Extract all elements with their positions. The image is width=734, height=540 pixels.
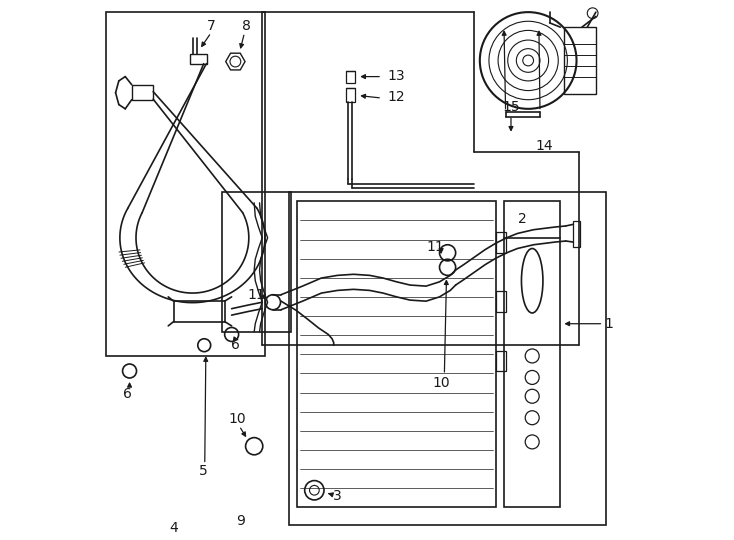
Bar: [573, 220, 580, 247]
Text: 9: 9: [236, 515, 245, 529]
Bar: [222, 192, 291, 332]
Text: 4: 4: [170, 521, 178, 535]
Text: 12: 12: [388, 90, 405, 104]
Text: 8: 8: [241, 18, 250, 32]
Bar: [131, 85, 153, 100]
Text: 7: 7: [207, 18, 216, 32]
Text: 13: 13: [388, 69, 405, 83]
Text: 1: 1: [604, 317, 613, 330]
Bar: [189, 54, 207, 64]
Text: 2: 2: [518, 212, 527, 226]
Bar: [496, 292, 506, 312]
Text: 6: 6: [123, 387, 132, 401]
Bar: [496, 232, 506, 253]
Bar: [174, 301, 225, 322]
Text: 15: 15: [502, 100, 520, 114]
Text: 11: 11: [247, 288, 265, 302]
Text: 11: 11: [427, 240, 445, 254]
Text: 5: 5: [199, 464, 208, 478]
Bar: [496, 350, 506, 371]
Text: 3: 3: [333, 489, 342, 503]
Text: 10: 10: [228, 413, 246, 427]
Bar: [297, 201, 496, 508]
Bar: [289, 192, 606, 525]
Bar: [504, 201, 560, 508]
Bar: [564, 27, 596, 94]
Text: 14: 14: [536, 139, 553, 153]
Bar: [106, 12, 265, 356]
Text: 6: 6: [231, 338, 240, 352]
Bar: [346, 71, 355, 83]
Text: 10: 10: [432, 376, 450, 390]
Bar: [346, 89, 355, 102]
